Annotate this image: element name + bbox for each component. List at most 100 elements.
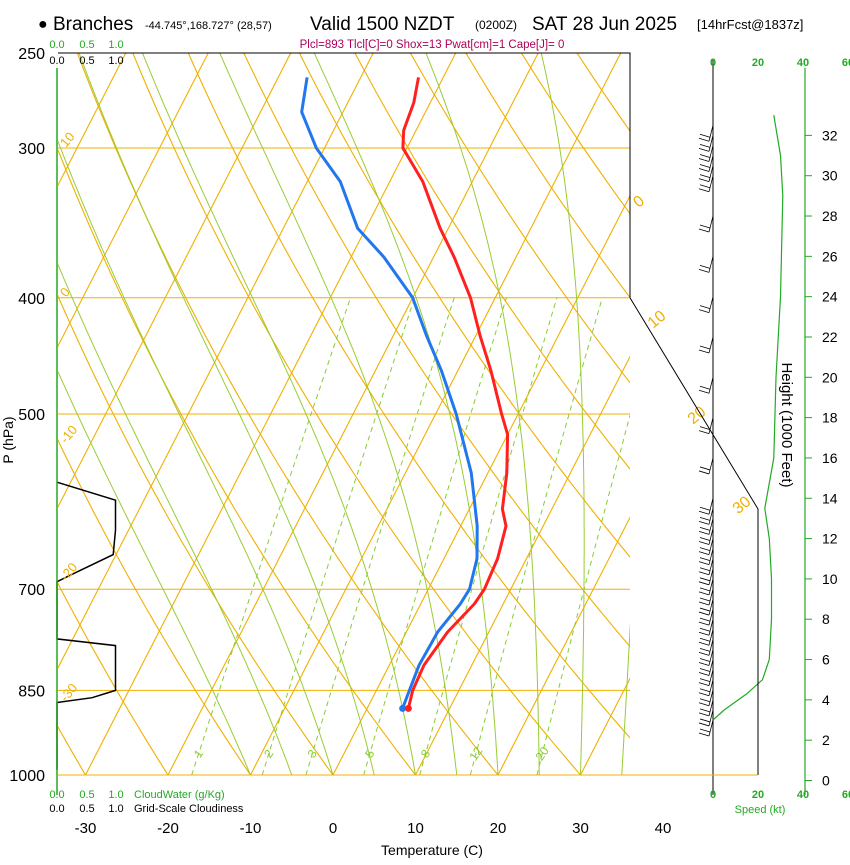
speed-top-tick: 40 xyxy=(797,57,809,69)
wind-barb xyxy=(699,297,713,313)
height-tick-label: 16 xyxy=(822,450,838,466)
wind-barb xyxy=(699,145,713,161)
speed-bottom-tick: 20 xyxy=(752,789,764,801)
wind-barb xyxy=(699,559,713,575)
isotherm-label: 0 xyxy=(630,193,648,212)
cloudwater-top-tick: 1.0 xyxy=(108,39,123,51)
height-tick-label: 30 xyxy=(822,168,838,184)
mixing-ratio-label: 3 xyxy=(305,747,320,761)
wind-barb xyxy=(699,710,713,726)
utc-time: (0200Z) xyxy=(475,18,517,32)
speed-top-tick: 60 xyxy=(842,57,850,69)
wind-panel: 0204060020406002468101214161820222426283… xyxy=(699,57,850,801)
wind-barb xyxy=(699,529,713,545)
wind-barb xyxy=(699,720,713,736)
height-tick-label: 8 xyxy=(822,611,830,627)
wind-barb xyxy=(699,629,713,645)
wind-barb xyxy=(699,216,713,232)
height-tick-label: 4 xyxy=(822,692,830,708)
cloudwater-bottom-tick: 1.0 xyxy=(108,789,123,801)
forecast-hour: [14hrFcst@1837z] xyxy=(697,17,803,32)
location-coords: -44.745°,168.727° (28,57) xyxy=(145,20,272,32)
y-axis-title: P (hPa) xyxy=(0,416,16,463)
pressure-tick-label: 400 xyxy=(18,291,45,308)
height-tick-label: 26 xyxy=(822,248,838,264)
speed-bottom-tick: 60 xyxy=(842,789,850,801)
cloudwater-top-tick: 0.0 xyxy=(49,39,64,51)
dry-adiabat-line xyxy=(508,32,850,775)
cloudwater-label: CloudWater (g/Kg) xyxy=(134,789,225,801)
wind-barb xyxy=(699,166,713,182)
temperature-tick-label: 10 xyxy=(407,820,424,837)
wind-barb xyxy=(699,639,713,655)
mixing-ratio-label: 20 xyxy=(533,744,552,763)
wind-barb xyxy=(699,135,713,151)
dry-adiabat-line xyxy=(618,32,850,775)
speed-bottom-tick: 40 xyxy=(797,789,809,801)
height-axis-title: Height (1000 Feet) xyxy=(778,362,795,487)
temperature-tick-label: 30 xyxy=(572,820,589,837)
cloudwater-top-tick: 0.5 xyxy=(79,39,94,51)
speed-axis-label: Speed (kt) xyxy=(735,804,786,816)
cloudwater-bottom-tick: 0.5 xyxy=(79,789,94,801)
wind-barb xyxy=(699,156,713,172)
temperature-tick-label: -20 xyxy=(157,820,179,837)
height-tick-label: 28 xyxy=(822,208,838,224)
wind-barb xyxy=(699,549,713,565)
wind-barb xyxy=(699,458,713,474)
wind-barb xyxy=(699,508,713,524)
plot-frame-diagonal xyxy=(630,298,758,775)
wind-barb xyxy=(699,518,713,534)
temperature-surface-marker xyxy=(405,705,412,712)
wind-barb xyxy=(699,256,713,272)
wind-barb xyxy=(699,579,713,595)
speed-bottom-tick: 0 xyxy=(710,789,716,801)
wind-speed-profile xyxy=(713,115,783,720)
cloudiness-bottom-tick: 0.0 xyxy=(49,803,64,815)
cloudiness-label: Grid-Scale Cloudiness xyxy=(134,803,244,815)
wind-barb xyxy=(699,690,713,706)
cloudiness-top-tick: 1.0 xyxy=(108,55,123,67)
height-tick-label: 32 xyxy=(822,127,838,143)
speed-top-tick: 20 xyxy=(752,57,764,69)
x-axis-title: Temperature (C) xyxy=(381,842,483,858)
height-tick-label: 20 xyxy=(822,369,838,385)
cloudiness-profile xyxy=(57,482,116,770)
wind-barb xyxy=(699,599,713,615)
bullet-icon: ● xyxy=(38,16,48,33)
pressure-tick-label: 700 xyxy=(18,582,45,599)
pressure-tick-label: 850 xyxy=(18,683,45,700)
cloudiness-top-tick: 0.0 xyxy=(49,55,64,67)
temperature-tick-label: -10 xyxy=(240,820,262,837)
height-tick-label: 10 xyxy=(822,571,838,587)
height-tick-label: 12 xyxy=(822,531,838,547)
temperature-tick-label: 0 xyxy=(329,820,337,837)
mixing-ratio-line xyxy=(192,298,351,775)
wind-barb xyxy=(699,498,713,514)
cloudiness-bottom-tick: 0.5 xyxy=(79,803,94,815)
wind-barb xyxy=(699,337,713,353)
dry-adiabat-line xyxy=(69,32,498,775)
temperature-tick-label: 40 xyxy=(655,820,672,837)
mixing-ratio-line xyxy=(364,298,507,775)
forecast-date: SAT 28 Jun 2025 xyxy=(532,14,677,35)
wind-barb xyxy=(699,649,713,665)
height-tick-label: 22 xyxy=(822,329,838,345)
cloudiness-bottom-tick: 1.0 xyxy=(108,803,123,815)
temperature-tick-label: 20 xyxy=(490,820,507,837)
pressure-tick-label: 1000 xyxy=(9,768,45,785)
isotherm-label: -30 xyxy=(57,680,81,704)
temperature-profile xyxy=(403,77,508,708)
temperature-tick-label: -30 xyxy=(75,820,97,837)
dry-adiabat-line xyxy=(289,32,828,775)
wind-barb xyxy=(699,569,713,585)
height-tick-label: 24 xyxy=(822,289,838,305)
wind-barb xyxy=(699,609,713,625)
wind-barb xyxy=(699,539,713,555)
height-tick-label: 0 xyxy=(822,773,830,789)
wind-barb xyxy=(699,660,713,676)
mixing-ratio-line xyxy=(262,298,414,775)
wind-barb xyxy=(699,619,713,635)
wind-barb xyxy=(699,125,713,141)
